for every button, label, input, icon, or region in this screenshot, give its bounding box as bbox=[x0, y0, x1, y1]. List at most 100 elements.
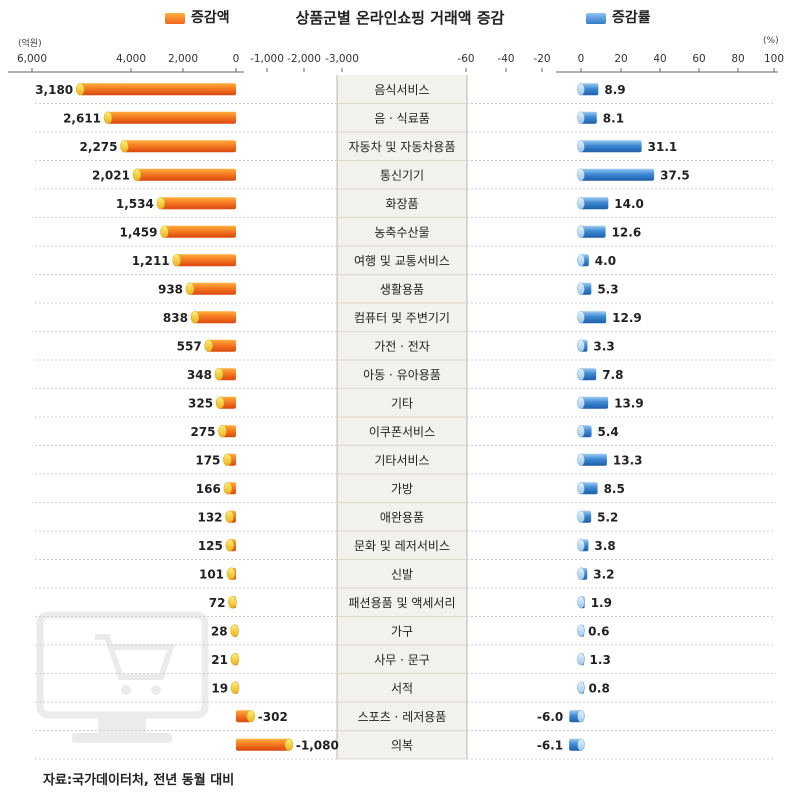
rate-data-label: 37.5 bbox=[660, 168, 690, 182]
right-axis-tick-label: 80 bbox=[731, 53, 744, 65]
amount-bar-cap bbox=[223, 482, 233, 495]
amount-bar bbox=[208, 339, 236, 352]
amount-bar-cap bbox=[223, 453, 232, 466]
right-axis-tick-label: -40 bbox=[497, 53, 514, 65]
amount-bar-cap bbox=[218, 425, 227, 438]
left-axis-tick-label: -2,000 bbox=[287, 53, 321, 65]
right-axis-tick-label: 60 bbox=[692, 53, 705, 65]
rate-data-label: 8.1 bbox=[603, 111, 624, 125]
right-axis-tick-label: 100 bbox=[764, 53, 784, 65]
amount-bar bbox=[164, 225, 236, 238]
rate-bar bbox=[581, 311, 607, 324]
rate-data-label: -6.1 bbox=[537, 738, 563, 752]
amount-data-label: 125 bbox=[198, 539, 223, 553]
amount-data-label: 1,459 bbox=[120, 225, 158, 239]
right-axis-tick-label: 20 bbox=[614, 53, 627, 65]
source-note: 자료:국가데이터처, 전년 동월 대비 bbox=[43, 773, 235, 788]
rate-data-label: 13.9 bbox=[614, 396, 644, 410]
amount-bar bbox=[160, 197, 236, 210]
rate-bar-cap bbox=[577, 510, 585, 523]
category-label: 이쿠폰서비스 bbox=[369, 425, 435, 439]
rate-bar bbox=[581, 111, 597, 124]
left-axis-tick-label: 6,000 bbox=[17, 53, 47, 65]
category-label: 서적 bbox=[391, 681, 413, 695]
amount-data-label: 3,180 bbox=[35, 83, 73, 97]
chart-title: 상품군별 온라인쇼핑 거래액 증감 bbox=[295, 9, 505, 27]
category-label: 애완용품 bbox=[380, 510, 424, 524]
amount-data-label: 2,275 bbox=[80, 140, 118, 154]
rate-data-label: -6.0 bbox=[537, 710, 563, 724]
left-axis-unit: (억원) bbox=[18, 39, 42, 49]
rate-bar-cap bbox=[577, 140, 585, 153]
amount-data-label: 1,211 bbox=[132, 254, 170, 268]
rate-bar-cap bbox=[577, 567, 585, 580]
rate-bar bbox=[581, 396, 609, 409]
legend-amount-label: 증감액 bbox=[191, 10, 230, 26]
amount-bar-cap bbox=[132, 168, 142, 181]
amount-bar bbox=[124, 140, 236, 153]
rate-bar bbox=[581, 225, 606, 238]
rate-bar-cap bbox=[577, 197, 585, 210]
legend-amount-swatch bbox=[165, 12, 185, 24]
amount-data-label: 175 bbox=[195, 453, 220, 467]
category-label: 기타서비스 bbox=[374, 453, 429, 467]
category-label: 사무 · 문구 bbox=[374, 653, 430, 667]
amount-data-label: 557 bbox=[177, 339, 202, 353]
amount-data-label: 325 bbox=[188, 396, 213, 410]
rate-data-label: 8.9 bbox=[604, 83, 625, 97]
amount-data-label: 72 bbox=[209, 596, 226, 610]
rate-bar bbox=[581, 140, 642, 153]
left-axis-tick-label: 0 bbox=[233, 53, 240, 65]
right-axis-tick-label: -60 bbox=[457, 53, 474, 65]
amount-bar-cap bbox=[103, 111, 113, 124]
rate-data-label: 0.8 bbox=[589, 681, 610, 695]
rate-bar-cap bbox=[577, 368, 585, 381]
amount-bar-cap bbox=[226, 567, 236, 580]
rate-bar-cap bbox=[577, 653, 585, 666]
category-label: 화장품 bbox=[385, 197, 418, 211]
amount-bar bbox=[190, 282, 236, 295]
amount-bar-cap bbox=[230, 653, 240, 666]
rate-bar-cap bbox=[577, 168, 585, 181]
amount-data-label: 1,534 bbox=[116, 197, 154, 211]
rate-bar-cap bbox=[577, 311, 585, 324]
amount-bar-cap bbox=[75, 83, 85, 96]
category-label: 가구 bbox=[391, 624, 413, 638]
amount-bar bbox=[194, 311, 236, 324]
amount-data-label: -1,080 bbox=[296, 738, 339, 752]
rate-bar-cap bbox=[577, 425, 585, 438]
amount-bar-cap bbox=[284, 738, 294, 751]
rate-data-label: 13.3 bbox=[613, 453, 643, 467]
rate-data-label: 12.9 bbox=[612, 311, 642, 325]
left-axis-tick-label: 4,000 bbox=[116, 53, 146, 65]
rate-bar-cap bbox=[577, 254, 585, 267]
amount-bar-cap bbox=[215, 396, 225, 409]
rate-data-label: 5.2 bbox=[597, 510, 618, 524]
rate-data-label: 7.8 bbox=[602, 368, 623, 382]
rate-bar bbox=[581, 168, 655, 181]
left-axis-tick-label: 2,000 bbox=[168, 53, 198, 65]
rate-bar-cap bbox=[577, 710, 585, 723]
amount-data-label: -302 bbox=[258, 710, 288, 724]
amount-bar-cap bbox=[185, 282, 195, 295]
rate-data-label: 5.4 bbox=[598, 425, 619, 439]
amount-data-label: 21 bbox=[211, 653, 228, 667]
category-label: 신발 bbox=[391, 567, 413, 581]
amount-bar-cap bbox=[160, 225, 169, 238]
left-axis-tick-label: -3,000 bbox=[325, 53, 359, 65]
amount-data-label: 132 bbox=[197, 510, 222, 524]
right-axis-tick-label: -20 bbox=[533, 53, 550, 65]
amount-bar bbox=[80, 83, 237, 96]
amount-bar bbox=[218, 368, 236, 381]
category-label: 기타 bbox=[391, 396, 413, 410]
amount-data-label: 28 bbox=[211, 624, 228, 638]
rate-bar bbox=[581, 83, 599, 96]
category-label: 여행 및 교통서비스 bbox=[354, 253, 450, 268]
right-axis-tick-label: 40 bbox=[653, 53, 666, 65]
amount-data-label: 2,021 bbox=[92, 168, 130, 182]
rate-data-label: 14.0 bbox=[614, 197, 644, 211]
amount-data-label: 19 bbox=[211, 681, 228, 695]
category-label: 자동차 및 자동차용품 bbox=[349, 140, 456, 154]
legend-rate-swatch bbox=[586, 12, 606, 24]
